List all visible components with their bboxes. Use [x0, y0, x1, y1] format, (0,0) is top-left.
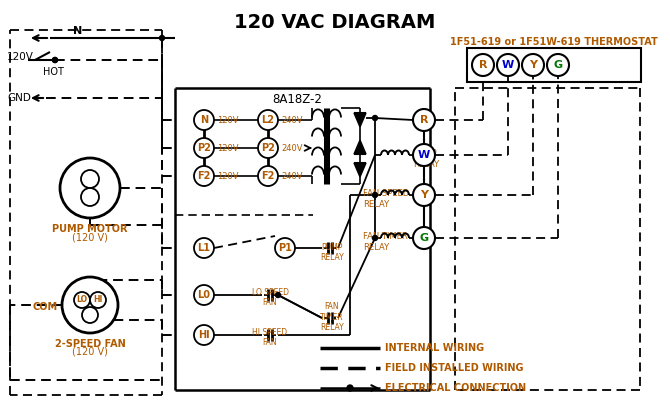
Text: N: N: [74, 26, 82, 36]
Circle shape: [194, 325, 214, 345]
Text: GND: GND: [7, 93, 31, 103]
Text: W: W: [418, 150, 430, 160]
Text: 120V: 120V: [217, 171, 239, 181]
Circle shape: [347, 385, 353, 391]
Circle shape: [159, 36, 165, 41]
Text: COM: COM: [33, 302, 58, 312]
Text: P2: P2: [197, 143, 211, 153]
Circle shape: [52, 57, 58, 62]
Text: F2: F2: [261, 171, 275, 181]
Circle shape: [82, 307, 98, 323]
Text: P1: P1: [278, 243, 292, 253]
Circle shape: [497, 54, 519, 76]
Circle shape: [413, 184, 435, 206]
Text: (120 V): (120 V): [72, 232, 108, 242]
Text: G: G: [419, 233, 429, 243]
Circle shape: [194, 138, 214, 158]
Text: 8A18Z-2: 8A18Z-2: [272, 93, 322, 106]
Circle shape: [90, 292, 106, 308]
Text: R: R: [479, 60, 487, 70]
Circle shape: [413, 227, 435, 249]
Circle shape: [275, 238, 295, 258]
Text: PUMP
RELAY: PUMP RELAY: [413, 149, 439, 169]
Circle shape: [258, 110, 278, 130]
Text: 240V: 240V: [281, 171, 302, 181]
Text: 120 VAC DIAGRAM: 120 VAC DIAGRAM: [234, 13, 436, 32]
Text: 120V: 120V: [217, 116, 239, 124]
Text: 240V: 240V: [281, 143, 302, 153]
Text: L2: L2: [261, 115, 275, 125]
Text: L1: L1: [198, 243, 210, 253]
Text: PUMP MOTOR: PUMP MOTOR: [52, 224, 128, 234]
Circle shape: [547, 54, 569, 76]
Text: 120V: 120V: [217, 143, 239, 153]
Circle shape: [60, 158, 120, 218]
Text: INTERNAL WIRING: INTERNAL WIRING: [385, 343, 484, 353]
Text: HI SPEED
FAN: HI SPEED FAN: [253, 328, 287, 347]
Text: N: N: [200, 115, 208, 125]
Text: Y: Y: [420, 190, 428, 200]
Circle shape: [373, 235, 377, 241]
Text: HI: HI: [198, 330, 210, 340]
Circle shape: [52, 57, 58, 62]
Text: R: R: [419, 115, 428, 125]
Text: PUMP
RELAY: PUMP RELAY: [320, 243, 344, 262]
Text: F2: F2: [197, 171, 210, 181]
Circle shape: [194, 166, 214, 186]
Text: ELECTRICAL CONNECTION: ELECTRICAL CONNECTION: [385, 383, 526, 393]
Text: 120V: 120V: [7, 52, 34, 62]
Text: Y: Y: [529, 60, 537, 70]
Polygon shape: [354, 140, 366, 154]
Text: FAN TIMER
RELAY: FAN TIMER RELAY: [363, 232, 408, 252]
Text: 2-SPEED FAN: 2-SPEED FAN: [55, 339, 125, 349]
Text: (120 V): (120 V): [72, 347, 108, 357]
Text: HI: HI: [93, 295, 103, 305]
Circle shape: [62, 277, 118, 333]
Text: HOT: HOT: [43, 67, 64, 77]
Circle shape: [522, 54, 544, 76]
Text: 1F51-619 or 1F51W-619 THERMOSTAT: 1F51-619 or 1F51W-619 THERMOSTAT: [450, 37, 658, 47]
Circle shape: [81, 188, 99, 206]
Circle shape: [275, 292, 281, 297]
Text: FIELD INSTALLED WIRING: FIELD INSTALLED WIRING: [385, 363, 523, 373]
Circle shape: [413, 144, 435, 166]
Circle shape: [194, 110, 214, 130]
Text: FAN SPEED
RELAY: FAN SPEED RELAY: [363, 189, 409, 209]
Circle shape: [413, 109, 435, 131]
Circle shape: [258, 166, 278, 186]
Circle shape: [373, 116, 377, 121]
Circle shape: [74, 292, 90, 308]
Circle shape: [258, 138, 278, 158]
Circle shape: [81, 170, 99, 188]
Text: LO: LO: [76, 295, 88, 305]
Circle shape: [373, 192, 377, 197]
Circle shape: [194, 238, 214, 258]
Text: L0: L0: [198, 290, 210, 300]
Text: FAN
TIMER
RELAY: FAN TIMER RELAY: [320, 302, 344, 332]
Circle shape: [194, 285, 214, 305]
Polygon shape: [354, 163, 366, 177]
Circle shape: [472, 54, 494, 76]
Text: P2: P2: [261, 143, 275, 153]
Text: G: G: [553, 60, 563, 70]
Text: LO SPEED
FAN: LO SPEED FAN: [251, 287, 289, 307]
Polygon shape: [354, 113, 366, 127]
Text: W: W: [502, 60, 514, 70]
Text: 240V: 240V: [281, 116, 302, 124]
